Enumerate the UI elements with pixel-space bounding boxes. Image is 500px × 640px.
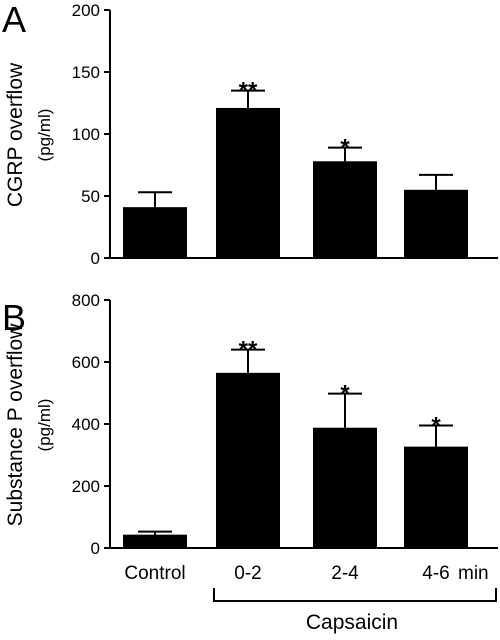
capsaicin-bracket-line [213,588,497,602]
panel-a-significance-mark: ** [239,78,258,105]
panel-b-bar [123,534,187,548]
panel-b-significance-mark: * [340,381,350,408]
panel-a-letter: A [2,0,26,40]
x-axis-unit: min [458,563,489,584]
panel-b-y-tick-label: 0 [91,539,100,558]
capsaicin-group-label: Capsaicin [306,611,398,634]
panel-b-y-axis-unit: (pg/ml) [35,399,54,452]
panel-a-y-tick-label: 100 [72,125,100,144]
panel-b-y-tick-label: 800 [72,291,100,310]
x-axis-labels: Control 0-2 2-4 4-6 min [124,563,488,584]
panel-a-bar [404,189,468,258]
x-tick-label-4-6: 4-6 [422,563,449,584]
x-tick-label-2-4: 2-4 [331,563,359,584]
panel-b-bar [216,372,280,548]
panel-b-y-axis-label: Substance P overflow [4,323,27,527]
panel-b-bar [404,446,468,548]
panel-a-bar [216,107,280,259]
capsaicin-bracket: Capsaicin [213,588,497,634]
panel-b-significance-mark: ** [239,337,258,364]
panel-a-y-tick-label: 0 [91,249,100,268]
panel-b-y-tick-label: 400 [72,415,100,434]
panel-a-bar [313,161,377,258]
panel-a-y-tick-label: 150 [72,63,100,82]
panel-b-significance-mark: * [431,413,441,440]
panel-b-letter: B [2,297,26,338]
panel-a-significance-mark: * [340,135,350,162]
panel-a-y-axis-label: CGRP overflow [4,62,27,207]
panel-b-y-tick-label: 200 [72,477,100,496]
panel-b: B Substance P overflow (pg/ml) 0 200 400 60… [2,291,498,558]
panel-b-y-tick-label: 600 [72,353,100,372]
panel-a-bar [123,207,187,258]
panel-b-bar [313,427,377,548]
panel-a-y-axis-unit: (pg/ml) [35,109,54,162]
panel-a-y-tick-label: 200 [72,1,100,20]
x-tick-label-0-2: 0-2 [234,563,261,584]
panel-a-y-tick-label: 50 [81,187,100,206]
x-tick-label-control: Control [124,563,185,584]
